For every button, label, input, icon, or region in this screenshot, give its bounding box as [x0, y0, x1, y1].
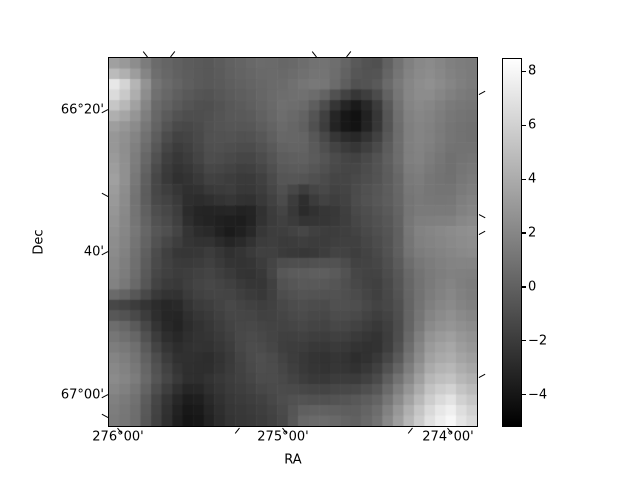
right-tick-mark	[478, 231, 485, 236]
colorbar-tick-label: 2	[528, 225, 537, 241]
colorbar	[502, 58, 522, 427]
right-tick-mark	[478, 91, 485, 96]
colorbar-tick-label: 6	[528, 117, 537, 133]
x-tick-label: 276°00'	[92, 429, 144, 445]
colorbar-tick-mark	[522, 286, 526, 288]
colorbar-tick-mark	[522, 70, 526, 73]
colorbar-tick-mark	[522, 124, 526, 126]
x-axis-title: RA	[284, 452, 302, 468]
y-tick-label: 40'	[83, 244, 104, 260]
y-minor-tick-mark	[101, 193, 108, 198]
colorbar-tick-mark	[522, 340, 526, 342]
colorbar-tick-mark	[522, 232, 526, 234]
x-tick-label: 274°00'	[422, 429, 474, 445]
colorbar-tick-label: 8	[528, 63, 537, 79]
plot-area	[108, 57, 478, 427]
colorbar-tick-mark	[522, 178, 526, 180]
x-minor-tick-mark	[408, 427, 414, 434]
colorbar-tick-label: 0	[528, 279, 537, 295]
y-minor-tick-mark	[101, 414, 108, 419]
heatmap-image	[109, 58, 477, 426]
top-tick-mark	[170, 50, 176, 57]
top-tick-mark	[346, 50, 352, 57]
colorbar-tick-label: −4	[528, 387, 548, 403]
right-tick-mark	[478, 374, 485, 379]
colorbar-tick-label: −2	[528, 333, 548, 349]
top-tick-mark	[143, 50, 149, 57]
top-tick-mark	[312, 50, 318, 57]
x-tick-label: 275°00'	[257, 429, 309, 445]
right-tick-mark	[478, 214, 485, 219]
colorbar-gradient	[503, 59, 521, 426]
colorbar-tick-label: 4	[528, 171, 537, 187]
y-tick-label: 67°00'	[60, 387, 104, 403]
x-minor-tick-mark	[235, 427, 241, 434]
colorbar-tick-mark	[522, 394, 526, 396]
y-tick-label: 66°20'	[60, 102, 104, 118]
